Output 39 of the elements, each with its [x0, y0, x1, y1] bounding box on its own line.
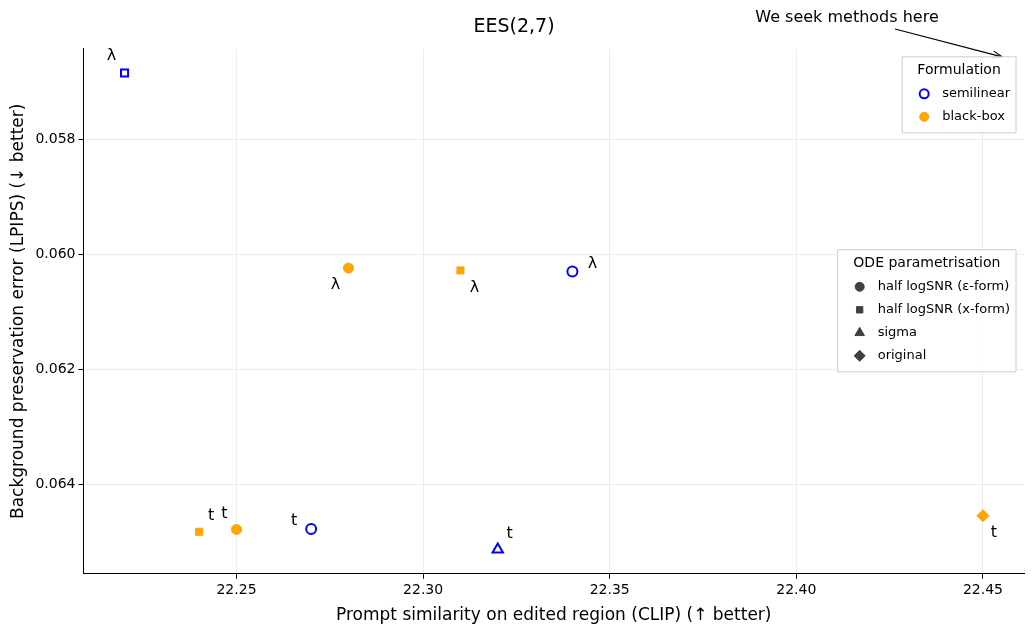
- x-tick-label: 22.40: [776, 580, 817, 597]
- y-axis-title: Background preservation error (LPIPS) (↓ better): [6, 103, 27, 519]
- annotation: λ: [106, 45, 117, 65]
- annotation: t: [990, 521, 998, 541]
- annotation: t: [291, 510, 298, 530]
- legend-label: semilinear: [942, 85, 1011, 101]
- x-tick-label: 22.45: [962, 580, 1003, 597]
- point: [231, 523, 242, 535]
- annotation: ODE parametrisation: [853, 254, 1001, 271]
- chart-title: EES(2,7): [473, 14, 555, 37]
- point: [566, 265, 579, 278]
- legend-label: sigma: [877, 324, 917, 340]
- annotation: λ: [587, 252, 598, 272]
- point: [491, 542, 504, 554]
- point: [305, 522, 318, 535]
- legend-label: original: [877, 347, 927, 363]
- x-tick-label: 22.35: [589, 580, 630, 597]
- legend-title: Formulation: [917, 61, 1001, 78]
- y-tick-label: 0.058: [35, 129, 76, 146]
- y-tick-label: 0.060: [35, 244, 76, 261]
- legend-label: half logSNR (ε-form): [877, 278, 1010, 294]
- legend-label: black-box: [942, 108, 1006, 124]
- point: [456, 266, 465, 275]
- annotation: λ: [469, 276, 480, 296]
- x-axis-title: Prompt similarity on edited region (CLIP) (↑ better): [335, 604, 772, 625]
- annotation: t: [506, 522, 513, 542]
- text: We seek methods here: [755, 7, 939, 27]
- point: [342, 262, 354, 274]
- annotation: λ: [330, 274, 341, 294]
- y-tick-label: 0.064: [35, 475, 76, 492]
- legend-label: half logSNR (x-form): [877, 301, 1010, 317]
- annotation: t: [221, 502, 228, 522]
- annotation: t: [208, 504, 215, 524]
- x-tick-label: 22.30: [403, 580, 444, 597]
- point: [120, 68, 130, 78]
- point: [195, 527, 204, 536]
- x-tick-label: 22.25: [216, 580, 257, 597]
- y-tick-label: 0.062: [35, 360, 76, 377]
- point: [976, 509, 990, 523]
